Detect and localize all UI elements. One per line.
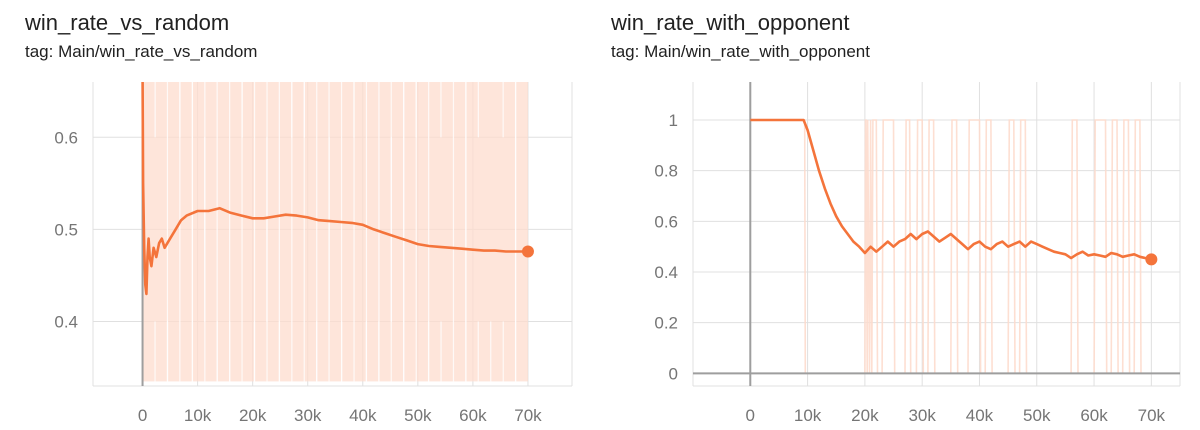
x-tick-label: 10k (184, 406, 212, 425)
chart-plot-area[interactable]: 0.4 0.5 0.6 0 10k 20k 30k 40k 50k 60k 70k (0, 0, 590, 430)
y-tick-label: 0.5 (54, 220, 78, 239)
chart-plot-area[interactable]: 0 0.2 0.4 0.6 0.8 1 0 10k 20k 30k 40k 50k 60k 70k (600, 0, 1190, 430)
y-tick-label: 0.8 (654, 162, 678, 181)
x-tick-label: 70k (514, 406, 542, 425)
x-tick-label: 10k (794, 406, 822, 425)
raw-data-line (750, 119, 1152, 375)
x-tick-label: 60k (1080, 406, 1108, 425)
raw-data-band (142, 82, 528, 382)
chart-title: win_rate_vs_random (25, 10, 230, 35)
x-tick-label: 40k (966, 406, 994, 425)
x-tick-label: 60k (459, 406, 487, 425)
series-endpoint-marker (521, 245, 534, 258)
x-tick-label: 30k (908, 406, 936, 425)
y-tick-label: 0.4 (54, 313, 78, 332)
x-tick-label: 20k (851, 406, 879, 425)
x-tick-label: 70k (1138, 406, 1166, 425)
x-tick-label: 50k (404, 406, 432, 425)
y-tick-label: 0.2 (654, 314, 678, 333)
chart-panel-win-rate-with-opponent: win_rate_with_opponent tag: Main/win_rat… (600, 0, 1190, 430)
x-tick-label: 30k (294, 406, 322, 425)
series-endpoint-marker (1145, 253, 1158, 266)
y-tick-label: 0.4 (654, 263, 678, 282)
x-tick-label: 40k (349, 406, 377, 425)
chart-subtitle: tag: Main/win_rate_vs_random (25, 42, 258, 61)
smoothed-series-line (750, 118, 1152, 261)
y-tick-label: 0 (669, 364, 678, 383)
x-tick-label: 0 (746, 406, 755, 425)
chart-subtitle: tag: Main/win_rate_with_opponent (611, 42, 870, 61)
x-tick-label: 50k (1023, 406, 1051, 425)
smoothed-series-line (141, 81, 528, 296)
y-tick-label: 1 (669, 111, 678, 130)
chart-title: win_rate_with_opponent (611, 10, 850, 35)
x-tick-label: 20k (239, 406, 267, 425)
chart-panel-win-rate-vs-random: win_rate_vs_random tag: Main/win_rate_vs… (0, 0, 590, 430)
y-tick-label: 0.6 (54, 128, 78, 147)
x-tick-label: 0 (138, 406, 147, 425)
y-tick-label: 0.6 (654, 212, 678, 231)
